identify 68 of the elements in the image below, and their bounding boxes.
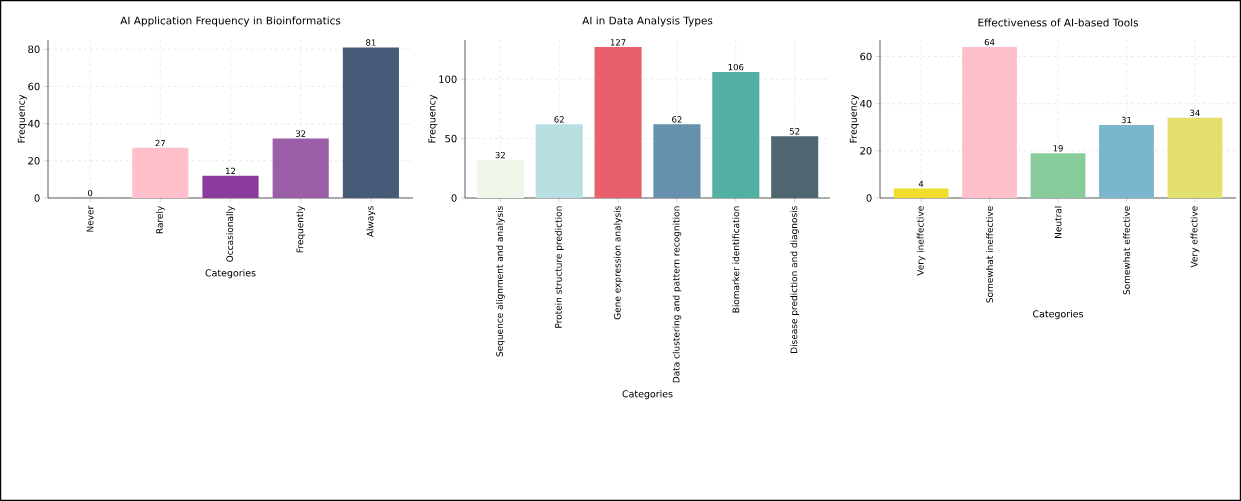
x-tick-label: Gene expression analysis bbox=[613, 206, 623, 320]
bar bbox=[962, 47, 1017, 198]
y-tick-label: 50 bbox=[445, 134, 457, 143]
data-label: 0 bbox=[87, 189, 93, 197]
y-tick-label: 20 bbox=[860, 147, 872, 155]
y-tick-label: 100 bbox=[439, 75, 457, 83]
x-tick-label: Somewhat effective bbox=[1123, 206, 1130, 295]
data-label: 106 bbox=[728, 63, 744, 71]
x-tick-label: Rarely bbox=[155, 206, 165, 234]
y-axis-title: Frequency bbox=[17, 94, 27, 143]
y-tick-label: 60 bbox=[28, 82, 40, 91]
bar bbox=[594, 47, 642, 198]
x-axis-title: Categories bbox=[1033, 310, 1084, 320]
bar bbox=[1030, 153, 1086, 198]
x-tick-label: Occasionally bbox=[226, 206, 235, 262]
data-label: 62 bbox=[672, 116, 682, 123]
data-label: 62 bbox=[554, 116, 564, 123]
x-tick-label: Sequence alignment and analysis bbox=[496, 206, 505, 357]
data-label: 31 bbox=[1121, 116, 1132, 124]
data-label: 52 bbox=[789, 128, 800, 135]
bar bbox=[342, 47, 399, 198]
bar bbox=[476, 159, 524, 198]
x-tick-label: Disease prediction and diagnosis bbox=[790, 206, 800, 353]
bar bbox=[1099, 124, 1154, 198]
x-tick-label: Neutral bbox=[1054, 206, 1062, 238]
y-tick-label: 20 bbox=[28, 157, 40, 165]
y-tick-label: 60 bbox=[860, 52, 872, 61]
x-tick-label: Frequently bbox=[296, 206, 306, 253]
data-label: 12 bbox=[226, 167, 236, 174]
x-tick-label: Very ineffective bbox=[916, 206, 926, 276]
data-label: 4 bbox=[918, 180, 924, 187]
x-axis-title: Categories bbox=[205, 269, 256, 279]
bar bbox=[771, 136, 819, 198]
bar bbox=[535, 124, 583, 198]
bar bbox=[893, 188, 949, 198]
chart-title: AI Application Frequency in Bioinformatics bbox=[120, 16, 341, 27]
bar bbox=[202, 175, 259, 198]
bar bbox=[712, 72, 760, 198]
x-tick-label: Somewhat ineffective bbox=[986, 206, 994, 303]
x-tick-label: Biomarker identification bbox=[732, 206, 740, 313]
y-tick-label: 0 bbox=[866, 194, 872, 202]
y-tick-label: 0 bbox=[34, 194, 40, 202]
data-label: 32 bbox=[295, 130, 306, 137]
data-label: 64 bbox=[984, 38, 995, 46]
bar bbox=[1167, 117, 1223, 198]
chart-title: AI in Data Analysis Types bbox=[582, 16, 713, 27]
x-tick-label: Data clustering and pattern recognition bbox=[672, 206, 682, 383]
data-label: 81 bbox=[366, 39, 376, 46]
y-axis-title: Frequency bbox=[428, 94, 438, 143]
data-label: 27 bbox=[155, 139, 165, 147]
data-label: 34 bbox=[1190, 109, 1200, 117]
bar bbox=[653, 124, 701, 198]
x-tick-label: Very effective bbox=[1190, 206, 1200, 268]
y-tick-label: 80 bbox=[28, 45, 40, 54]
chart-title: Effectiveness of AI-based Tools bbox=[978, 18, 1139, 27]
x-tick-label: Always bbox=[366, 206, 376, 238]
x-tick-label: Never bbox=[86, 205, 94, 232]
y-tick-label: 40 bbox=[28, 119, 40, 128]
data-label: 32 bbox=[495, 151, 505, 159]
bar bbox=[132, 147, 189, 198]
bar bbox=[272, 138, 329, 198]
data-label: 127 bbox=[610, 39, 626, 46]
data-label: 19 bbox=[1053, 145, 1063, 152]
y-tick-label: 0 bbox=[451, 194, 457, 202]
y-axis-title: Frequency bbox=[849, 94, 859, 143]
y-tick-label: 40 bbox=[860, 99, 872, 108]
x-axis-title: Categories bbox=[622, 390, 673, 400]
x-tick-label: Protein structure prediction bbox=[554, 206, 564, 328]
